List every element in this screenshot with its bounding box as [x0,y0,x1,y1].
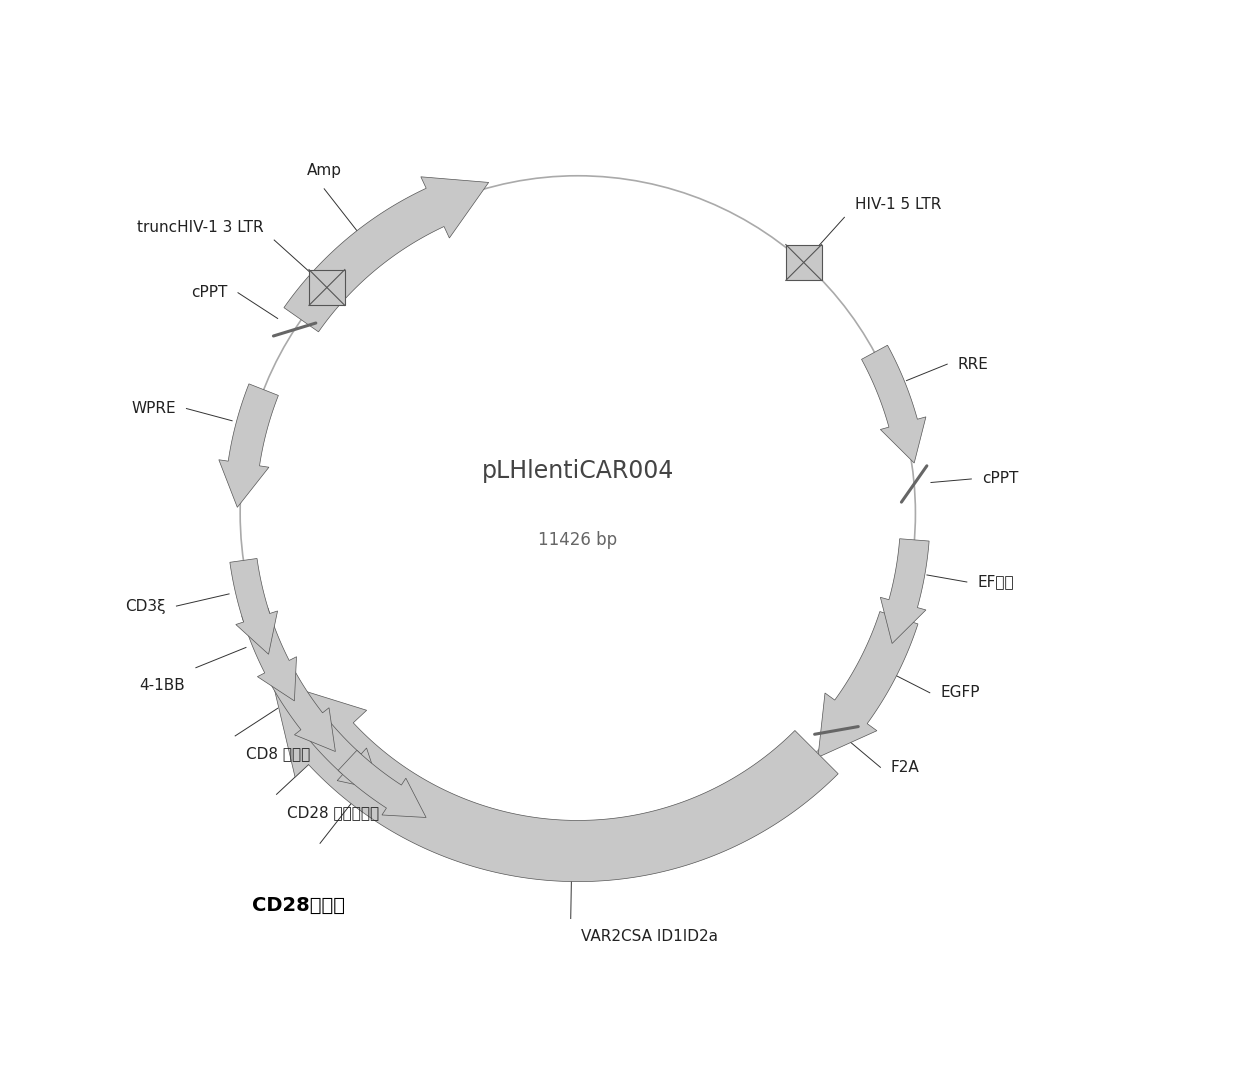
Polygon shape [229,558,278,654]
Text: cPPT: cPPT [982,471,1018,486]
Text: CD8 铰链区: CD8 铰链区 [246,746,310,761]
Text: CD3ξ: CD3ξ [125,599,166,614]
Bar [786,245,822,280]
Text: CD28 跨膜转运区: CD28 跨膜转运区 [288,805,379,820]
Text: HIV-1 5 LTR: HIV-1 5 LTR [854,197,941,212]
Polygon shape [242,608,296,701]
Bar [309,269,345,306]
Text: Amp: Amp [306,164,342,179]
Polygon shape [301,713,381,790]
Text: 4-1BB: 4-1BB [140,678,185,694]
Text: pLHlentiCAR004: pLHlentiCAR004 [481,460,675,483]
Polygon shape [880,539,929,644]
Text: WPRE: WPRE [131,401,176,416]
Text: 11426 bp: 11426 bp [538,531,618,548]
Text: CD28信号肽: CD28信号肽 [253,896,346,915]
Text: VAR2CSA ID1ID2a: VAR2CSA ID1ID2a [582,929,718,944]
Polygon shape [284,176,489,331]
Polygon shape [273,681,838,882]
Polygon shape [268,666,335,752]
Polygon shape [218,384,278,508]
Text: RRE: RRE [957,357,988,372]
Polygon shape [862,345,926,463]
Polygon shape [818,611,918,757]
Text: truncHIV-1 3 LTR: truncHIV-1 3 LTR [136,220,264,235]
Text: cPPT: cPPT [191,285,227,300]
Text: EF引物: EF引物 [977,574,1014,589]
Text: F2A: F2A [892,760,920,775]
Text: EGFP: EGFP [940,685,980,700]
Polygon shape [339,750,427,818]
